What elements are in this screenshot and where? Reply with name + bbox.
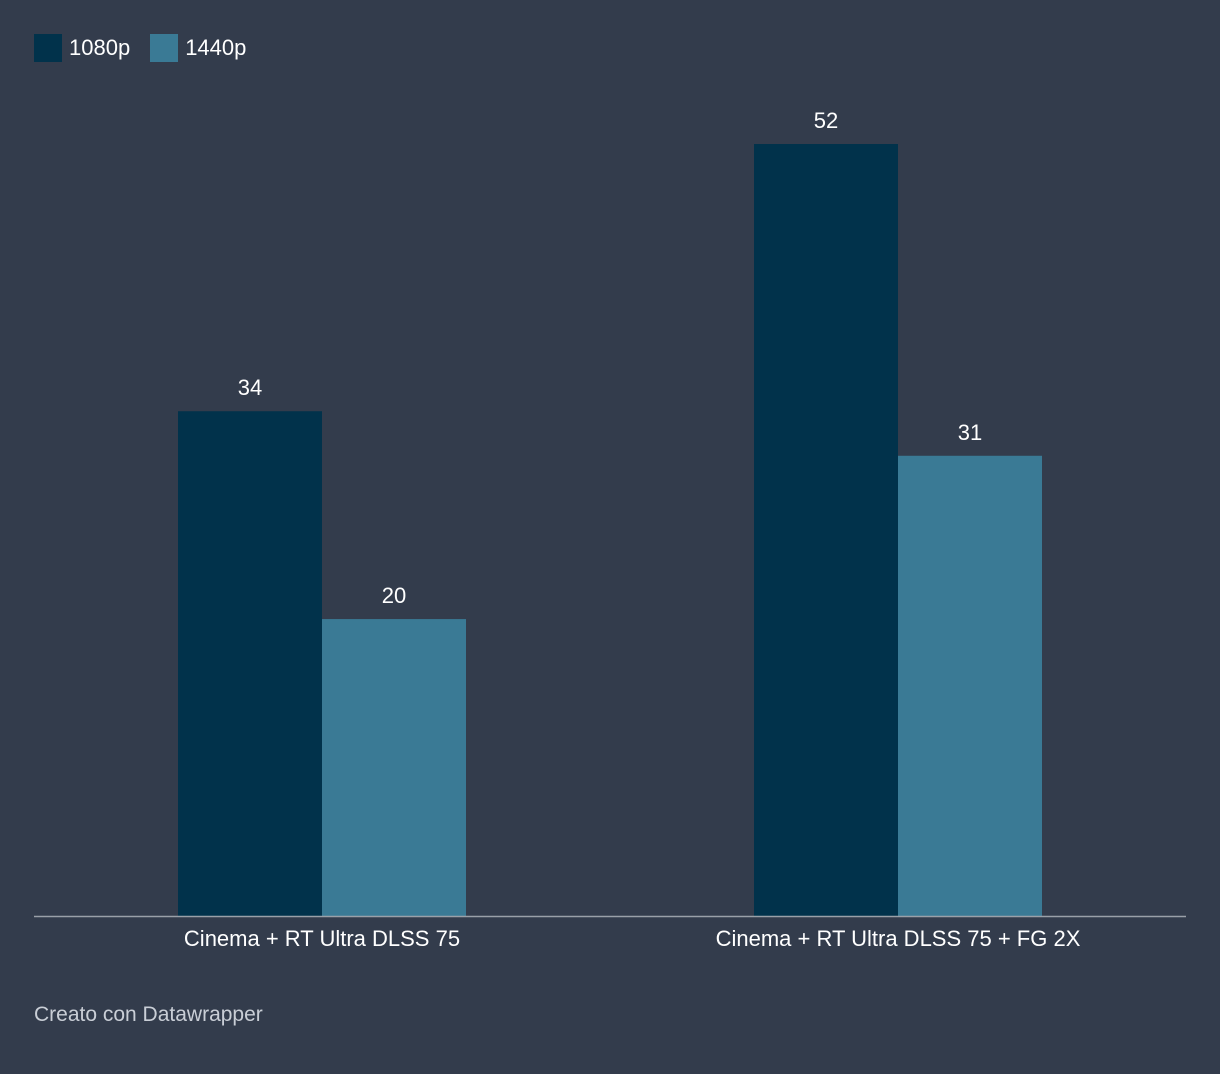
- data-label-1440p-1: 31: [958, 420, 982, 445]
- legend-item-1080p: 1080p: [34, 34, 130, 62]
- bar-1080p-0: [178, 411, 322, 916]
- bar-1440p-0: [322, 619, 466, 916]
- legend-swatch-1440p: [150, 34, 179, 62]
- bar-1080p-1: [754, 144, 898, 916]
- legend-item-1440p: 1440p: [150, 34, 246, 62]
- bar-1440p-1: [898, 455, 1042, 916]
- data-label-1440p-0: 20: [382, 583, 406, 608]
- legend-label-1080p: 1080p: [69, 35, 131, 60]
- legend: 1080p 1440p: [34, 34, 246, 62]
- x-tick-label-0: Cinema + RT Ultra DLSS 75: [184, 926, 460, 951]
- footer-credit: Creato con Datawrapper: [34, 1003, 263, 1026]
- x-tick-label-1: Cinema + RT Ultra DLSS 75 + FG 2X: [716, 926, 1081, 951]
- data-label-1080p-0: 34: [238, 375, 262, 400]
- data-label-1080p-1: 52: [814, 108, 838, 133]
- legend-swatch-1080p: [34, 34, 62, 62]
- legend-label-1440p: 1440p: [185, 35, 247, 60]
